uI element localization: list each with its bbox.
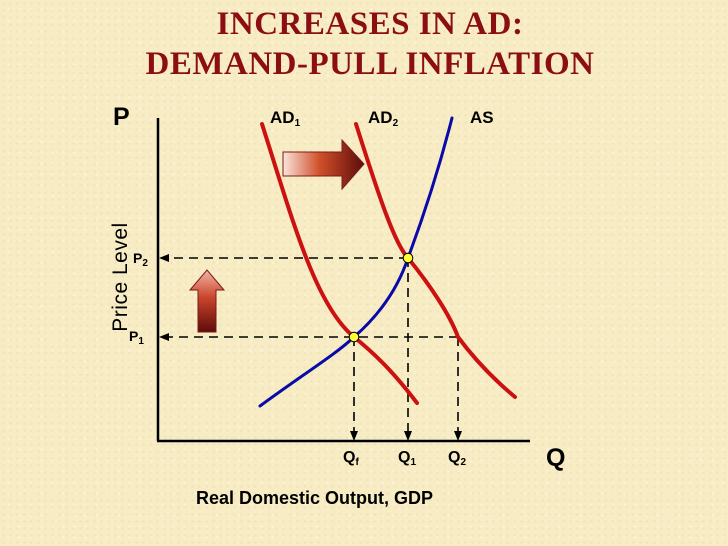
title-line-1: INCREASES IN AD: <box>216 6 524 42</box>
ad1-label-sub: 1 <box>294 118 301 129</box>
q1-label: Q1 <box>398 449 416 468</box>
p2-guide-arrowhead <box>159 254 169 262</box>
ad2-label: AD2 <box>368 108 398 129</box>
ad2-label-base: AD <box>368 108 393 127</box>
slide-title: INCREASES IN AD: DEMAND-PULL INFLATION <box>0 4 728 84</box>
p1-guide-arrowhead <box>159 333 169 341</box>
p2-label-sub: 2 <box>142 258 148 269</box>
q1-guide-arrowhead <box>404 431 412 441</box>
ad1-label: AD1 <box>270 108 300 129</box>
as-curve <box>258 116 454 408</box>
as-label-base: AS <box>470 108 494 127</box>
equilibrium-point-1 <box>348 331 360 343</box>
price-rise-up-arrow <box>188 269 226 333</box>
q2-label-base: Q <box>448 449 461 466</box>
ad1-label-base: AD <box>270 108 295 127</box>
qf-label-sub: f <box>355 457 359 468</box>
equilibrium-point-2 <box>402 252 414 264</box>
price-axis-letter: P <box>113 103 130 131</box>
q1-label-sub: 1 <box>410 457 417 468</box>
x-axis-title: Real Domestic Output, GDP <box>196 488 434 508</box>
title-line-2: DEMAND-PULL INFLATION <box>145 46 595 82</box>
q1-label-base: Q <box>398 449 411 466</box>
ad2-label-sub: 2 <box>392 118 399 129</box>
qf-guide-arrowhead <box>350 431 358 441</box>
p1-label: P1 <box>129 328 144 347</box>
q2-label: Q2 <box>448 449 466 468</box>
quantity-axis-letter: Q <box>546 444 566 472</box>
p1-label-sub: 1 <box>138 336 144 347</box>
qf-label-base: Q <box>343 449 356 466</box>
p2-label-base: P <box>133 250 143 266</box>
q2-guide-arrowhead <box>454 431 462 441</box>
ad1-curve <box>260 122 419 405</box>
demand-shift-right-arrow <box>282 138 365 191</box>
p1-label-base: P <box>129 328 139 344</box>
qf-label: Qf <box>343 449 359 468</box>
y-axis-title: Price Level <box>109 222 132 332</box>
ad2-curve <box>354 122 517 399</box>
q2-label-sub: 2 <box>460 457 467 468</box>
as-label: AS <box>470 108 494 128</box>
p2-label: P2 <box>133 250 148 269</box>
